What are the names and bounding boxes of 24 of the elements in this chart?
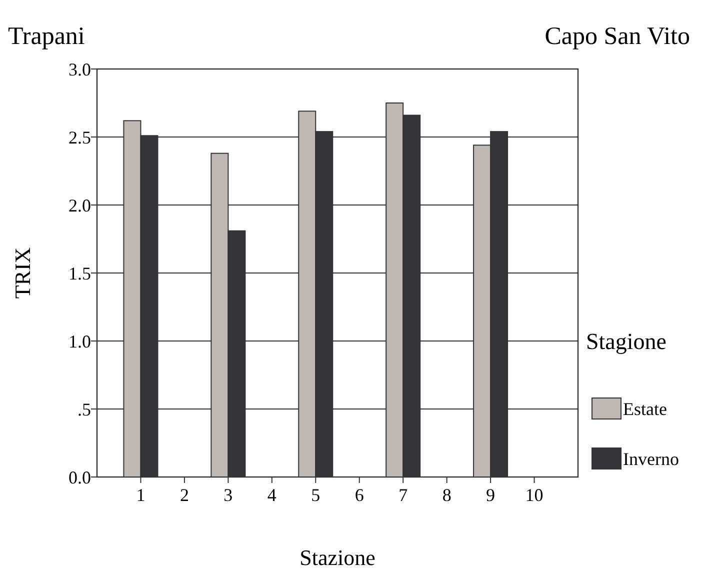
legend-label: Inverno <box>623 449 679 469</box>
legend-title: Stagione <box>586 329 666 354</box>
y-tick-label: 1.0 <box>68 331 91 352</box>
x-tick-label: 2 <box>180 485 189 505</box>
y-tick-label: 3.0 <box>68 59 91 80</box>
text: Trapani <box>8 23 85 50</box>
x-tick-label: 6 <box>354 485 364 505</box>
y-tick-label: .5 <box>78 399 91 420</box>
y-tick-label: 0.0 <box>68 467 91 488</box>
x-tick-label: 4 <box>267 485 276 505</box>
x-tick-label: 7 <box>398 485 408 505</box>
x-tick-label: 1 <box>136 485 146 505</box>
x-tick-label: 8 <box>442 485 452 505</box>
text: Capo San Vito <box>544 23 690 50</box>
x-tick-label: 5 <box>311 485 320 505</box>
y-axis-title: TRIX <box>10 247 35 299</box>
x-tick-label: 10 <box>525 485 544 505</box>
x-axis-title: Stazione <box>300 545 376 570</box>
y-tick-label: 2.0 <box>68 195 91 216</box>
y-tick-label: 2.5 <box>68 127 91 148</box>
x-tick-label: 3 <box>224 485 233 505</box>
y-tick-label: 1.5 <box>68 263 91 284</box>
legend-label: Estate <box>623 399 667 419</box>
x-tick-label: 9 <box>486 485 496 505</box>
